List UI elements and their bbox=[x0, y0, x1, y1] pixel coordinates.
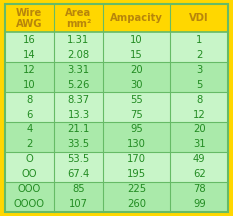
Text: 49: 49 bbox=[193, 154, 206, 164]
Bar bbox=[5, 152, 228, 167]
Bar bbox=[5, 4, 228, 32]
Text: 12: 12 bbox=[23, 65, 36, 75]
Text: 10: 10 bbox=[23, 80, 36, 90]
Bar bbox=[5, 92, 228, 107]
Text: 8: 8 bbox=[196, 95, 202, 105]
Bar bbox=[5, 182, 228, 197]
Bar bbox=[5, 32, 228, 47]
Text: 4: 4 bbox=[26, 124, 32, 135]
Text: 130: 130 bbox=[127, 139, 146, 149]
Text: 62: 62 bbox=[193, 169, 206, 179]
Text: 67.4: 67.4 bbox=[67, 169, 90, 179]
Text: 53.5: 53.5 bbox=[67, 154, 90, 164]
Text: 30: 30 bbox=[130, 80, 143, 90]
Text: 260: 260 bbox=[127, 199, 146, 209]
Text: 33.5: 33.5 bbox=[67, 139, 89, 149]
Text: 15: 15 bbox=[130, 50, 143, 60]
Text: 99: 99 bbox=[193, 199, 206, 209]
Text: 10: 10 bbox=[130, 35, 143, 45]
Text: 21.1: 21.1 bbox=[67, 124, 90, 135]
Text: 5: 5 bbox=[196, 80, 202, 90]
Text: 85: 85 bbox=[72, 184, 85, 194]
Text: 78: 78 bbox=[193, 184, 206, 194]
Bar bbox=[5, 62, 228, 77]
Text: OOOO: OOOO bbox=[14, 199, 45, 209]
Text: 2.08: 2.08 bbox=[67, 50, 89, 60]
Text: 55: 55 bbox=[130, 95, 143, 105]
Text: 1: 1 bbox=[196, 35, 202, 45]
Bar bbox=[5, 77, 228, 92]
Text: 225: 225 bbox=[127, 184, 146, 194]
Text: 20: 20 bbox=[193, 124, 206, 135]
Text: 170: 170 bbox=[127, 154, 146, 164]
Text: O: O bbox=[25, 154, 33, 164]
Text: 6: 6 bbox=[26, 110, 32, 119]
Text: Ampacity: Ampacity bbox=[110, 13, 163, 23]
Bar bbox=[5, 197, 228, 212]
Text: 75: 75 bbox=[130, 110, 143, 119]
Text: 14: 14 bbox=[23, 50, 36, 60]
Text: 5.26: 5.26 bbox=[67, 80, 90, 90]
Text: OOO: OOO bbox=[18, 184, 41, 194]
Text: 8.37: 8.37 bbox=[67, 95, 89, 105]
Text: 16: 16 bbox=[23, 35, 36, 45]
Bar bbox=[5, 47, 228, 62]
Bar bbox=[5, 107, 228, 122]
Text: 1.31: 1.31 bbox=[67, 35, 90, 45]
Text: 2: 2 bbox=[196, 50, 202, 60]
Bar bbox=[5, 167, 228, 182]
Bar bbox=[5, 137, 228, 152]
Text: 95: 95 bbox=[130, 124, 143, 135]
Bar bbox=[5, 122, 228, 137]
Text: 2: 2 bbox=[26, 139, 32, 149]
Text: 3.31: 3.31 bbox=[67, 65, 89, 75]
Text: Area
mm²: Area mm² bbox=[65, 8, 92, 29]
Text: 107: 107 bbox=[69, 199, 88, 209]
Text: 3: 3 bbox=[196, 65, 202, 75]
Text: OO: OO bbox=[21, 169, 37, 179]
Text: VDI: VDI bbox=[189, 13, 209, 23]
Text: Wire
AWG: Wire AWG bbox=[16, 8, 42, 29]
Text: 31: 31 bbox=[193, 139, 206, 149]
Text: 20: 20 bbox=[130, 65, 143, 75]
Text: 12: 12 bbox=[193, 110, 206, 119]
Text: 8: 8 bbox=[26, 95, 32, 105]
Text: 13.3: 13.3 bbox=[67, 110, 89, 119]
Text: 195: 195 bbox=[127, 169, 146, 179]
